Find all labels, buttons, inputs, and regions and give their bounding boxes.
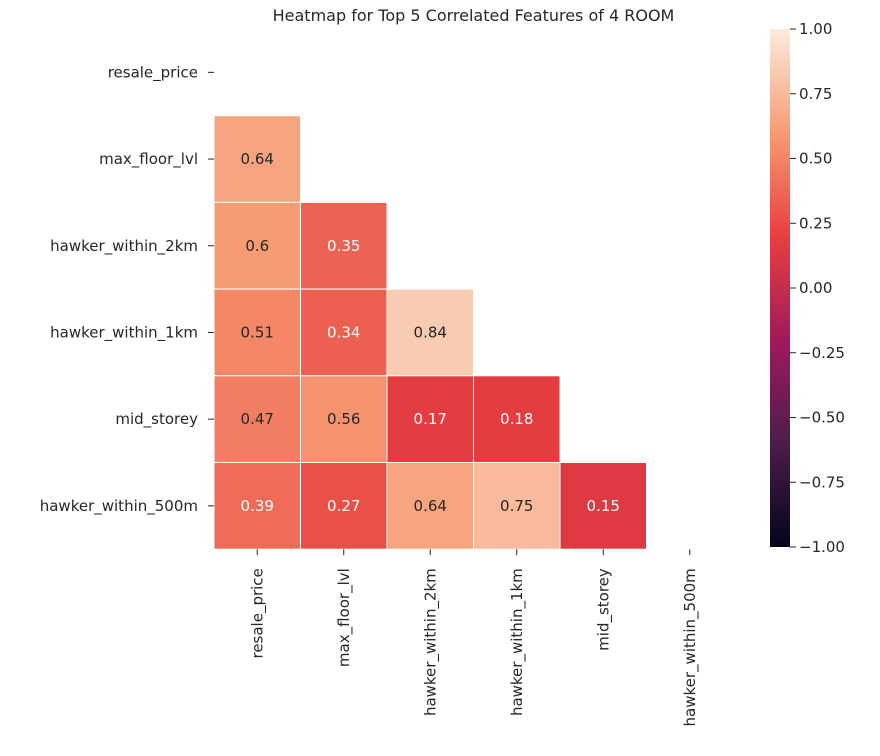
- x-tick-label: mid_storey: [594, 568, 613, 651]
- cell-value-label: 0.27: [327, 497, 360, 515]
- cell-value-label: 0.64: [414, 497, 447, 515]
- heatmap-cell: [213, 115, 301, 203]
- y-tick-label: hawker_within_500m: [40, 497, 198, 516]
- cell-value-label: 0.6: [245, 237, 269, 255]
- heatmap-cell: [559, 462, 647, 550]
- heatmap-cell: [473, 375, 561, 463]
- heatmap-cell: [300, 288, 388, 377]
- cell-value-label: 0.56: [327, 410, 360, 428]
- y-axis-tick-labels: resale_price max_floor_lvl hawker_within_2…: [40, 63, 214, 516]
- heatmap-cell: [300, 375, 388, 463]
- cell-value-label: 0.51: [241, 323, 274, 341]
- y-tick-label: mid_storey: [115, 410, 198, 429]
- colorbar-tick-label: −0.50: [799, 409, 845, 427]
- heatmap-cell: [386, 462, 474, 550]
- y-tick-label: resale_price: [108, 63, 198, 82]
- colorbar-tick-label: 0.75: [799, 85, 832, 103]
- colorbar-gradient: [770, 29, 790, 547]
- cell-value-label: 0.75: [500, 497, 533, 515]
- colorbar-tick-label: 0.25: [799, 214, 832, 232]
- x-tick-label: resale_price: [248, 568, 267, 658]
- x-tick-label: hawker_within_500m: [681, 568, 700, 726]
- chart-title: Heatmap for Top 5 Correlated Features of…: [273, 6, 675, 25]
- x-tick-label: max_floor_lvl: [335, 568, 354, 667]
- cell-value-label: 0.84: [414, 323, 447, 341]
- cell-value-label: 0.35: [327, 237, 360, 255]
- x-axis-tick-labels: resale_price max_floor_lvl hawker_within_2…: [248, 549, 700, 726]
- cell-value-label: 0.64: [241, 150, 274, 168]
- colorbar: 1.00 0.75 0.50 0.25 0.00 −0.25 −0.50 −0.75 −1.00: [770, 20, 845, 556]
- heatmap-cell: [300, 201, 388, 290]
- x-tick-label: hawker_within_1km: [508, 568, 527, 716]
- y-tick-label: max_floor_lvl: [99, 150, 198, 169]
- heatmap-cell: [213, 288, 301, 377]
- y-tick-label: hawker_within_1km: [50, 323, 198, 342]
- heatmap-cells: 0.64 0.6 0.35 0.51 0.34 0.84 0.47 0.56 0.17 0.18 0…: [213, 115, 647, 550]
- cell-value-label: 0.34: [327, 323, 360, 341]
- heatmap-cell: [386, 288, 474, 377]
- heatmap-cell: [473, 462, 561, 550]
- colorbar-tick-label: −0.25: [799, 344, 845, 362]
- heatmap-cell: [213, 201, 301, 290]
- colorbar-tick-label: −1.00: [799, 538, 845, 556]
- heatmap-cell: [300, 462, 388, 550]
- cell-value-label: 0.15: [587, 497, 620, 515]
- colorbar-tick-label: −0.75: [799, 473, 845, 491]
- cell-value-label: 0.39: [241, 497, 274, 515]
- x-tick-label: hawker_within_2km: [421, 568, 440, 716]
- y-tick-label: hawker_within_2km: [50, 237, 198, 256]
- colorbar-tick-label: 1.00: [799, 20, 832, 38]
- colorbar-tick-label: 0.50: [799, 150, 832, 168]
- cell-value-label: 0.17: [414, 410, 447, 428]
- cell-value-label: 0.47: [241, 410, 274, 428]
- colorbar-tick-label: 0.00: [799, 279, 832, 297]
- cell-value-label: 0.18: [500, 410, 533, 428]
